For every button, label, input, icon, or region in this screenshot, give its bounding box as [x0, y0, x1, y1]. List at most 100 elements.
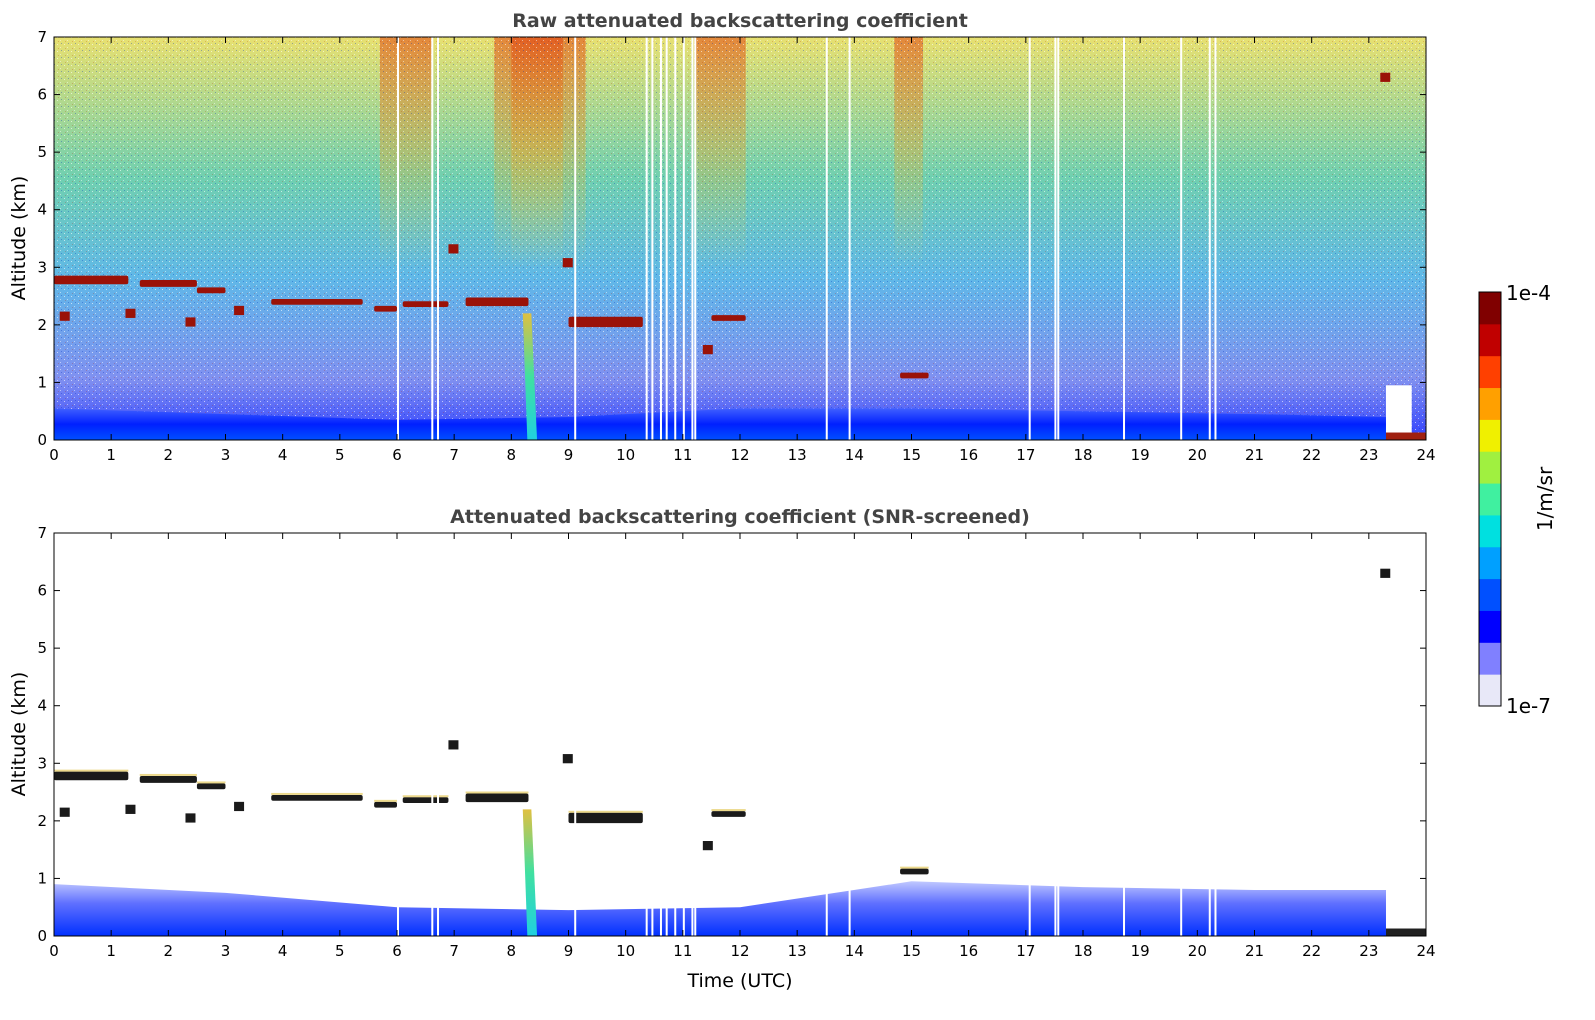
cloud-fragment: [562, 754, 573, 764]
cloud-layer: [900, 372, 929, 379]
cloud-edge: [271, 792, 363, 795]
colorbar-step: [1479, 387, 1501, 420]
data-gap: [1214, 37, 1217, 440]
data-gap: [1028, 533, 1031, 936]
y-tick-label: 6: [37, 582, 47, 600]
screened-panel: Attenuated backscattering coefficient (S…: [8, 506, 1436, 992]
y-tick-label: 3: [37, 754, 47, 772]
x-tick-label: 5: [335, 446, 345, 464]
cloud-layer: [711, 811, 746, 817]
cloud-layer: [374, 801, 397, 808]
y-tick-label: 0: [37, 431, 47, 449]
x-tick-label: 1: [106, 942, 116, 960]
cloud-layer: [54, 771, 129, 781]
cloud-layer: [196, 287, 226, 294]
aerosol-plume: [522, 809, 538, 936]
y-tick-label: 5: [37, 143, 47, 161]
raw-panel: Raw attenuated backscattering coefficien…: [8, 10, 1436, 464]
x-tick-label: 6: [392, 446, 402, 464]
x-tick-label: 17: [1016, 942, 1035, 960]
cloud-fragment: [1380, 72, 1391, 82]
data-gap: [1180, 37, 1183, 440]
x-tick-label: 17: [1016, 446, 1035, 464]
colorbar-step: [1479, 323, 1501, 357]
cloud-fragment: [234, 801, 245, 812]
data-gap: [431, 533, 434, 936]
cloud-fragment: [448, 244, 459, 254]
y-tick-label: 1: [37, 373, 47, 391]
x-tick-label: 6: [392, 942, 402, 960]
cloud-layer: [711, 315, 746, 321]
cloud-fragment: [185, 813, 196, 823]
data-gap: [437, 37, 440, 440]
y-tick-label: 1: [37, 869, 47, 887]
y-tick-label: 2: [37, 316, 47, 334]
boundary-layer-area: [54, 408, 1386, 440]
screened-panel-title: Attenuated backscattering coefficient (S…: [450, 506, 1030, 528]
x-tick-label: 13: [788, 942, 807, 960]
x-tick-label: 21: [1245, 942, 1264, 960]
colorbar-steps: [1479, 292, 1501, 707]
cloud-fragment: [448, 740, 459, 750]
cloud-fragment: [1380, 568, 1391, 578]
x-tick-label: 16: [959, 942, 978, 960]
cloud-fragment: [185, 317, 196, 327]
data-gap: [574, 37, 577, 440]
cloud-layer: [465, 793, 529, 803]
cloud-layer: [271, 298, 363, 305]
data-gap: [848, 533, 851, 936]
data-gap: [665, 533, 668, 936]
cloud-layer: [139, 775, 197, 783]
raw-y-axis-label: Altitude (km): [8, 176, 30, 301]
x-tick-label: 2: [164, 446, 174, 464]
x-tick-label: 0: [49, 446, 59, 464]
x-tick-label: 23: [1359, 942, 1378, 960]
data-gap: [651, 533, 654, 936]
colorbar-frame: [1478, 291, 1502, 707]
data-gap: [574, 533, 577, 936]
x-tick-label: 20: [1188, 446, 1207, 464]
colorbar-step: [1479, 483, 1501, 516]
raw-axes: 0 1 2 3 4 5 6 7 8 9 10 11 12 13 14 15 16 17 18 19 20 21 22 23 24…: [37, 28, 1435, 464]
screened-boundary-layer: [54, 809, 1426, 936]
cloud-edge: [374, 799, 397, 802]
x-tick-label: 15: [902, 942, 921, 960]
cloud-layer: [402, 301, 449, 308]
cloud-fragment: [562, 258, 573, 268]
data-gap: [1028, 37, 1031, 440]
raw-boundary-layer: [54, 313, 1426, 440]
data-gap: [665, 37, 668, 440]
cloud-layer: [374, 305, 397, 312]
x-tick-label: 9: [564, 446, 574, 464]
colorbar-step: [1479, 419, 1501, 452]
x-tick-label: 24: [1416, 942, 1435, 960]
boundary-layer-area: [54, 881, 1386, 936]
data-gap: [645, 533, 648, 936]
y-tick-label: 6: [37, 86, 47, 104]
data-gap: [659, 37, 662, 440]
colorbar-step: [1479, 578, 1501, 611]
screened-axes: 0 1 2 3 4 5 6 7 8 9 10 11 12 13 14 15 16 17 18 19 20 21 22 23 24…: [37, 524, 1435, 960]
cloud-layer: [465, 297, 529, 307]
data-gap: [1208, 533, 1211, 936]
y-tick-label: 2: [37, 812, 47, 830]
cloud-edge: [54, 769, 129, 772]
cloud-layer: [139, 279, 197, 287]
cloud-edge: [196, 781, 226, 784]
data-gap: [397, 533, 399, 936]
data-gap: [437, 533, 440, 936]
y-tick-label: 7: [37, 524, 47, 542]
data-gap: [1054, 533, 1057, 936]
cloud-edge: [139, 773, 197, 776]
data-gap: [674, 533, 677, 936]
data-gap: [848, 37, 851, 440]
x-tick-label: 13: [788, 446, 807, 464]
data-gap: [651, 37, 654, 440]
cloud-fragment: [59, 311, 70, 321]
x-tick-label: 19: [1131, 942, 1150, 960]
data-gap: [397, 37, 399, 440]
colorbar-min-label: 1e-7: [1506, 694, 1551, 718]
x-tick-label: 0: [49, 942, 59, 960]
x-tick-label: 7: [449, 446, 459, 464]
